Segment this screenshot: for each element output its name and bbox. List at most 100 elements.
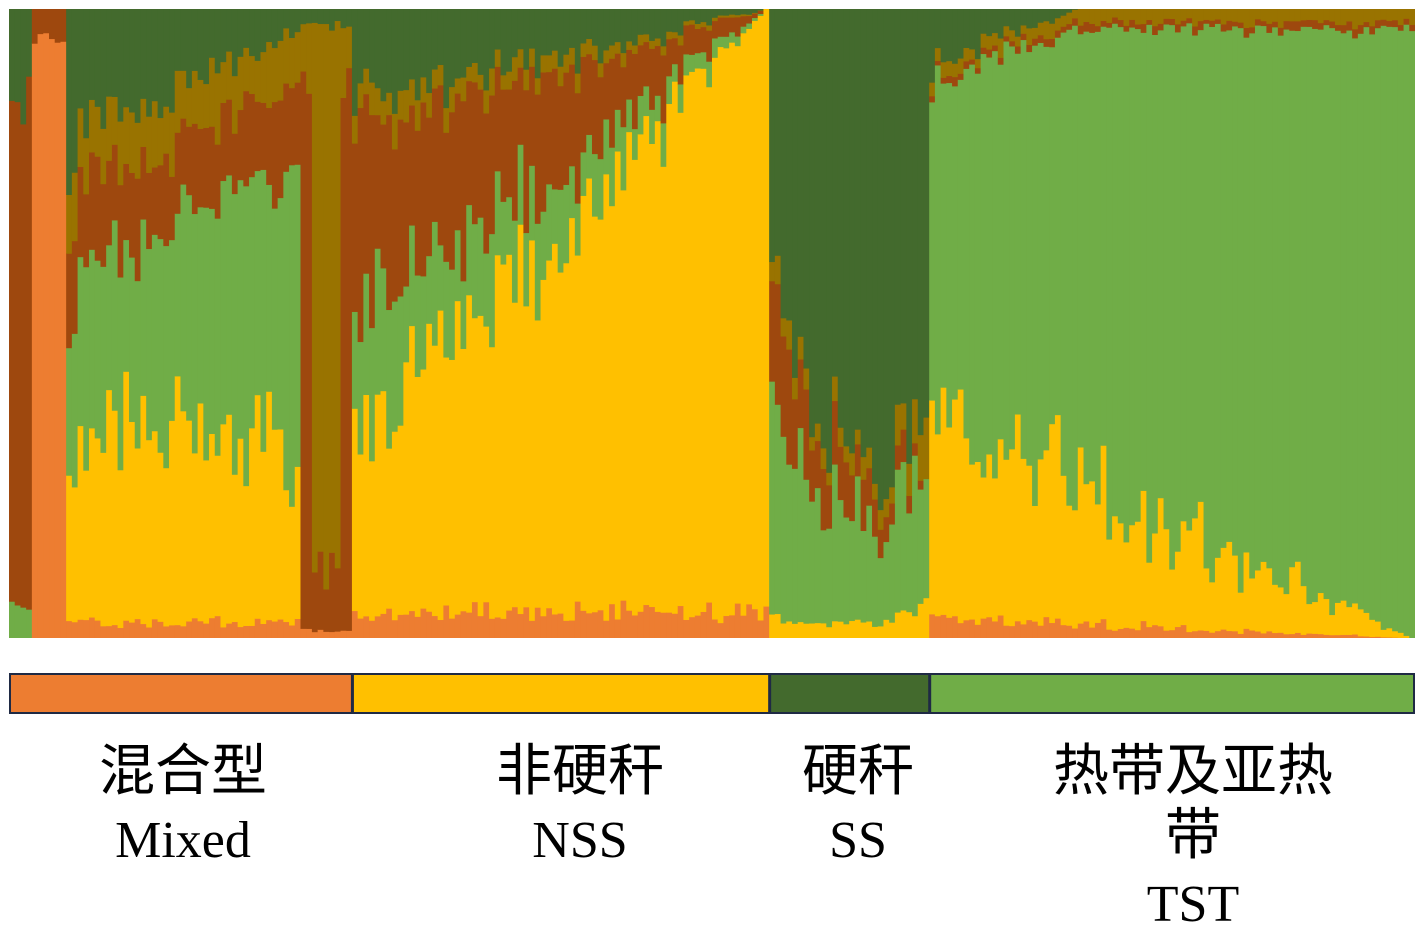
bar-segment-95-nss_yellow [552, 243, 558, 614]
bar-segment-52-mixed_orange [306, 629, 312, 638]
bar-segment-214-nss_yellow [1232, 555, 1238, 631]
bar-segment-215-tst_green [1238, 28, 1244, 593]
bar-segment-53-olive [312, 23, 318, 573]
bar-segment-237-brown [1364, 22, 1370, 27]
bar-segment-231-brown [1329, 21, 1335, 28]
bar-segment-231-mixed_orange [1329, 635, 1335, 638]
bar-segment-213-tst_green [1226, 30, 1232, 542]
bar-segment-82-olive [478, 74, 484, 89]
bar-segment-226-nss_yellow [1301, 586, 1307, 635]
bar-segment-207-brown [1192, 26, 1198, 35]
bar-segment-150-nss_yellow [866, 621, 872, 638]
bar-segment-29-olive [175, 70, 181, 132]
bar-segment-163-olive [941, 62, 947, 78]
bar-segment-21-ss_darkgreen [129, 9, 135, 112]
bar-segment-188-olive [1084, 9, 1090, 22]
bar-segment-8-mixed_orange [55, 42, 61, 638]
bar-segment-20-mixed_orange [123, 620, 129, 638]
bar-segment-241-nss_yellow [1386, 628, 1392, 638]
bar-segment-159-olive [918, 435, 924, 481]
bar-segment-230-mixed_orange [1324, 635, 1330, 638]
bar-segment-130-mixed_orange [752, 609, 758, 638]
bar-segment-199-nss_yellow [1146, 562, 1152, 627]
bar-segment-106-brown [615, 53, 621, 110]
bar-segment-64-olive [375, 88, 381, 115]
bar-segment-218-mixed_orange [1255, 631, 1261, 638]
bar-segment-231-nss_yellow [1329, 615, 1335, 636]
bar-segment-152-brown [878, 529, 884, 558]
bar-segment-102-mixed_orange [592, 612, 598, 638]
bar-segment-131-nss_yellow [758, 16, 764, 621]
bar-segment-237-nss_yellow [1364, 613, 1370, 637]
bar-segment-229-tst_green [1318, 29, 1324, 593]
bar-segment-84-brown [489, 95, 495, 234]
bar-segment-209-olive [1204, 9, 1210, 20]
bar-segment-180-tst_green [1038, 43, 1044, 460]
bar-segment-224-mixed_orange [1289, 634, 1295, 638]
bar-segment-220-brown [1266, 24, 1272, 33]
bar-segment-49-ss_darkgreen [289, 9, 295, 38]
bar-segment-179-olive [1032, 28, 1038, 39]
bar-segment-232-mixed_orange [1335, 635, 1341, 638]
bar-segment-86-tst_green [501, 201, 507, 264]
bar-segment-203-olive [1169, 9, 1175, 19]
bar-segment-157-ss_darkgreen [906, 9, 912, 464]
bar-segment-21-brown [129, 173, 135, 258]
bar-segment-186-ss_darkgreen [1072, 9, 1078, 10]
bar-segment-122-brown [706, 30, 712, 61]
bar-segment-134-brown [775, 284, 781, 405]
bar-segment-233-tst_green [1341, 33, 1347, 601]
bar-segment-159-nss_yellow [918, 603, 924, 638]
bar-segment-36-mixed_orange [215, 616, 221, 638]
bar-segment-183-tst_green [1055, 37, 1061, 415]
bar-segment-57-olive [335, 21, 341, 569]
bar-segment-100-mixed_orange [581, 610, 587, 638]
bar-segment-208-olive [1198, 9, 1204, 21]
bar-segment-186-tst_green [1072, 25, 1078, 510]
bar-segment-22-mixed_orange [135, 619, 141, 638]
bar-segment-70-mixed_orange [409, 611, 415, 638]
bar-segment-147-tst_green [849, 521, 855, 621]
bar-segment-67-nss_yellow [392, 431, 398, 620]
bar-segment-72-olive [421, 77, 427, 103]
bar-segment-70-olive [409, 79, 415, 106]
bar-segment-72-nss_yellow [421, 369, 427, 608]
bar-segment-48-brown [283, 83, 289, 172]
bar-segment-98-tst_green [569, 166, 575, 218]
bar-segment-147-ss_darkgreen [849, 9, 855, 453]
bar-segment-31-nss_yellow [186, 420, 192, 621]
bar-segment-176-ss_darkgreen [1015, 9, 1021, 37]
bar-segment-59-brown [346, 68, 352, 631]
bar-segment-174-nss_yellow [1003, 459, 1009, 625]
bar-segment-148-nss_yellow [855, 619, 861, 638]
bar-segment-92-mixed_orange [535, 607, 541, 638]
bar-segment-117-olive [678, 35, 684, 45]
bar-segment-211-nss_yellow [1215, 557, 1221, 631]
bar-segment-44-nss_yellow [260, 451, 266, 624]
bar-segment-53-ss_darkgreen [312, 9, 318, 23]
bar-segment-160-nss_yellow [923, 598, 929, 638]
bar-segment-228-mixed_orange [1312, 634, 1318, 639]
bar-segment-223-tst_green [1284, 29, 1290, 594]
bar-segment-19-brown [118, 185, 124, 278]
bar-segment-146-tst_green [843, 517, 849, 624]
bar-segment-94-nss_yellow [546, 260, 552, 608]
bar-segment-103-tst_green [598, 159, 604, 220]
bar-segment-117-mixed_orange [678, 606, 684, 638]
bar-segment-44-ss_darkgreen [260, 9, 266, 52]
bar-segment-191-nss_yellow [1101, 445, 1107, 619]
bar-segment-33-brown [198, 129, 204, 208]
bar-segment-215-mixed_orange [1238, 634, 1244, 638]
label-tst-en: TST [1043, 868, 1343, 942]
bar-segment-201-olive [1158, 9, 1164, 24]
bar-segment-74-olive [432, 69, 438, 88]
bar-segment-15-ss_darkgreen [95, 9, 101, 107]
bar-segment-195-tst_green [1124, 31, 1130, 542]
bar-segment-204-olive [1175, 9, 1181, 24]
bar-segment-235-olive [1352, 9, 1358, 29]
bar-segment-107-ss_darkgreen [621, 9, 627, 53]
bar-segment-84-tst_green [489, 234, 495, 347]
bar-segment-103-brown [598, 77, 604, 159]
bar-segment-217-tst_green [1249, 33, 1255, 579]
bar-segment-186-mixed_orange [1072, 628, 1078, 638]
